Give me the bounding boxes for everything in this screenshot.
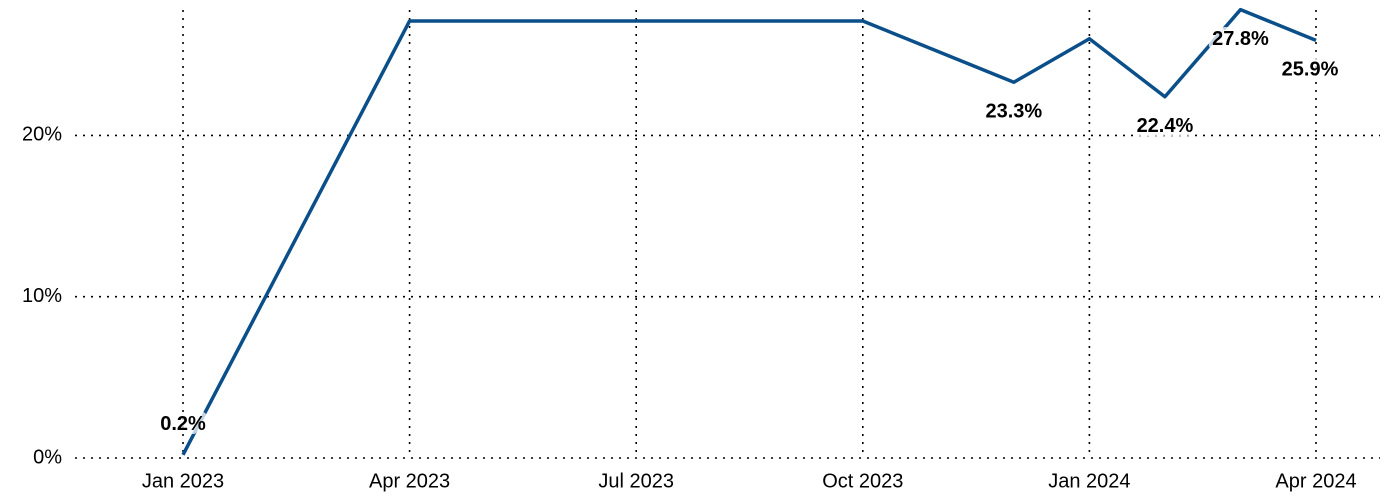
data-label: 0.2% [160,413,206,435]
x-tick-label: Oct 2023 [822,470,903,492]
data-label: 25.9% [1282,59,1339,81]
x-tick-label: Jan 2023 [142,470,224,492]
data-label: 22.4% [1137,115,1194,137]
x-tick-label: Apr 2023 [369,470,450,492]
y-tick-label: 0% [33,446,62,468]
x-tick-label: Jan 2024 [1048,470,1130,492]
x-tick-label: Jul 2023 [598,470,674,492]
data-label: 27.8% [1212,28,1269,50]
line [181,7,1317,456]
x-tick-label: Apr 2024 [1275,470,1356,492]
data-label: 23.3% [986,101,1043,123]
y-tick-label: 10% [22,285,62,307]
y-tick-label: 20% [22,124,62,146]
